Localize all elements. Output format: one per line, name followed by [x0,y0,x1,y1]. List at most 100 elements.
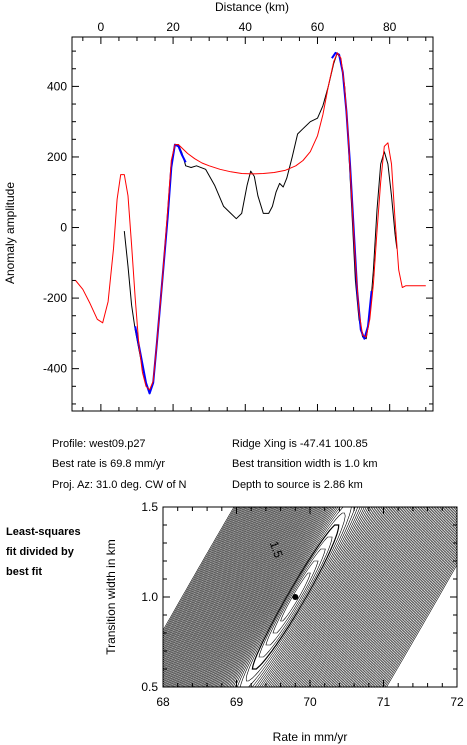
misfit-contour-line [234,507,359,687]
profile-y-tick-label: 200 [47,150,67,164]
misfit-contour-line [231,507,363,687]
misfit-contour-line [163,507,457,687]
misfit-contour-line [163,507,457,687]
misfit-contour-line [229,507,365,687]
misfit-contour-line [163,507,457,687]
misfit-contour-line [198,507,404,687]
misfit-contour-line [163,507,457,687]
misfit-contour-line [200,507,402,687]
misfit-contour-line [163,507,457,687]
misfit-contour-line [191,507,414,687]
misfit-contour-line [163,507,456,687]
misfit-x-tick-label: 68 [156,695,170,709]
misfit-contour-line [206,507,394,687]
misfit-description-line: Least-squares [6,526,81,538]
misfit-x-axis-label: Rate in mm/yr [273,730,348,744]
misfit-contour-line [163,507,457,687]
observed-profile-line [123,52,398,393]
misfit-contour-line [225,507,371,687]
fit-segment-line [134,51,373,395]
misfit-contour-line [163,507,457,687]
misfit-contour-line [272,560,319,634]
misfit-contour-line [186,507,420,687]
misfit-contour-line [190,507,415,687]
misfit-contour-line [163,507,457,687]
profile-y-tick-label: -400 [43,362,67,376]
misfit-contour-line [196,507,407,687]
profile-y-axis-label: Anomaly amplitude [3,182,17,284]
misfit-contour-line [220,507,376,687]
misfit-description-line: best fit [6,566,43,578]
misfit-contour-line [239,507,352,687]
model-profile-line [75,52,426,391]
misfit-contour-chart: 68 69 70 71 72 0.5 1.0 1.5 1.5 Rate in mm/yr Tr… [104,500,464,744]
misfit-contour-line [222,507,374,687]
misfit-contour-line [211,507,388,687]
profile-y-tick-label: 400 [47,79,67,93]
misfit-contours [163,507,457,687]
misfit-contour-line [210,507,389,687]
misfit-contour-line [201,507,401,687]
misfit-contour-line [195,507,409,687]
misfit-contour-line [163,507,457,687]
misfit-y-tick-label: 1.5 [141,500,158,514]
misfit-contour-line [192,507,412,687]
misfit-contour-line [163,507,457,687]
misfit-contour-line [177,507,431,687]
misfit-contour-line [172,507,437,687]
misfit-contour-line [228,507,367,687]
misfit-x-tick-label: 69 [230,695,244,709]
misfit-x-tick-label: 72 [450,695,464,709]
projection-azimuth-text: Proj. Az: 31.0 deg. CW of N [52,479,187,491]
misfit-contour-line [251,524,340,670]
misfit-contour-line [163,507,457,687]
misfit-contour-line [219,507,378,687]
misfit-contour-line [209,507,391,687]
misfit-contour-line [163,507,457,687]
misfit-contour-line [173,507,436,687]
misfit-contour-line [226,507,369,687]
misfit-contour-line [187,507,418,687]
misfit-description-line: fit divided by [6,546,74,558]
misfit-contour-line [193,507,410,687]
profile-ticks: 0 20 40 60 80 -400 -200 0 200 400 [43,20,433,411]
misfit-contour-line [215,507,383,687]
misfit-contour-line [163,507,457,687]
misfit-contour-line [163,507,454,687]
misfit-contour-line [163,507,457,687]
misfit-ticks: 68 69 70 71 72 0.5 1.0 1.5 [141,500,464,709]
misfit-contour-line [163,507,450,687]
profile-y-tick-label: -200 [43,291,67,305]
misfit-contour-line [180,507,428,687]
profile-x-tick-label: 60 [311,20,325,34]
profile-x-tick-label: 20 [166,20,180,34]
misfit-contour-line [175,507,434,687]
misfit-contour-line [163,507,457,687]
best-transition-width-text: Best transition width is 1.0 km [232,458,378,470]
misfit-contour-line [171,507,439,687]
misfit-contour-line [218,507,380,687]
misfit-contour-line [212,507,386,687]
misfit-contour-line [258,536,333,658]
misfit-contour-line [207,507,393,687]
profile-series [75,51,426,395]
misfit-contour-line [280,572,311,622]
misfit-contour-line [163,507,457,687]
best-rate-text: Best rate is 69.8 mm/yr [52,458,166,470]
best-fit-point [292,594,299,600]
profile-x-tick-label: 40 [239,20,253,34]
misfit-contour-line [181,507,426,687]
misfit-contour-line [197,507,406,687]
misfit-contour-line [170,507,440,687]
profile-name-text: Profile: west09.p27 [52,438,146,450]
misfit-contour-line [202,507,399,687]
misfit-contour-line [216,507,381,687]
misfit-contour-line [265,548,326,646]
misfit-y-axis-label: Transition width in km [104,539,118,655]
profile-plot-frame [71,36,434,412]
misfit-description: Least-squares fit divided by best fit [6,522,106,582]
misfit-contour-line [182,507,425,687]
misfit-contour-line [164,507,448,687]
misfit-contour-line [203,507,398,687]
